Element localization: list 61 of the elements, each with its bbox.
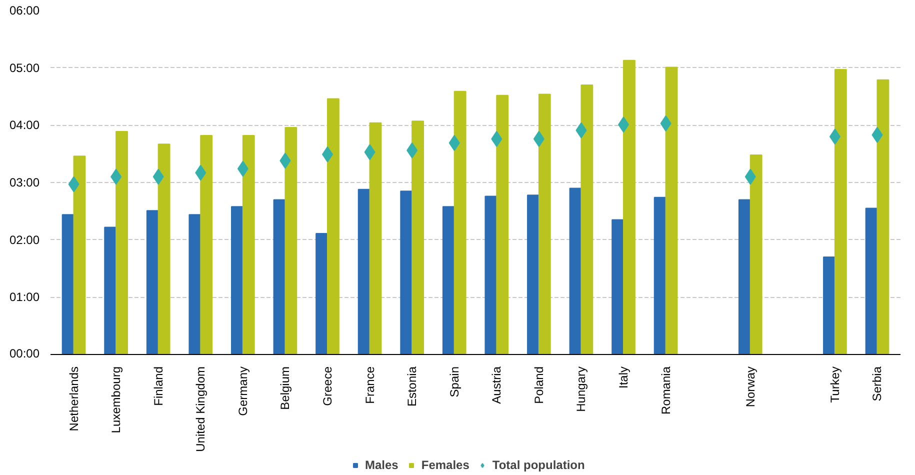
x-tick-label: Greece xyxy=(320,366,334,406)
bar xyxy=(284,126,298,354)
bar xyxy=(369,122,382,354)
legend-label: Males xyxy=(365,458,398,472)
bar xyxy=(158,144,170,354)
bar xyxy=(623,60,636,354)
x-tick-label: United Kingdom xyxy=(194,366,208,452)
x-tick-label: Italy xyxy=(616,366,631,389)
y-tick-label: 05:00 xyxy=(9,60,40,75)
bar xyxy=(580,84,594,354)
x-tick-label: Romania xyxy=(658,366,673,415)
x-tick-label: Finland xyxy=(151,366,166,406)
bar xyxy=(654,196,666,354)
bar xyxy=(200,134,213,354)
bar xyxy=(527,194,540,354)
bar xyxy=(612,219,624,354)
bar xyxy=(496,94,509,354)
bar xyxy=(326,98,340,354)
bar xyxy=(738,199,751,354)
bar xyxy=(73,156,86,354)
bar xyxy=(442,206,455,354)
bar xyxy=(454,90,466,354)
bar xyxy=(316,233,328,354)
y-tick-label: 03:00 xyxy=(9,176,40,190)
bar xyxy=(104,226,117,354)
bar xyxy=(750,154,762,354)
x-tick-label: Hungary xyxy=(574,366,588,412)
bar xyxy=(146,210,159,354)
y-tick-label: 02:00 xyxy=(9,232,40,247)
bar xyxy=(876,79,890,354)
legend-label: Total population xyxy=(492,458,585,472)
x-tick-label: Turkey xyxy=(828,366,842,403)
bar xyxy=(116,130,128,354)
y-tick-label: 00:00 xyxy=(9,346,40,360)
x-tick-label: Estonia xyxy=(405,366,420,407)
x-tick-label: Serbia xyxy=(870,366,884,402)
bar xyxy=(823,256,836,354)
x-tick-label: Belgium xyxy=(278,366,292,410)
y-tick-label: 06:00 xyxy=(9,4,40,18)
bar xyxy=(484,196,498,354)
y-tick-label: 04:00 xyxy=(9,118,40,132)
bar xyxy=(665,66,678,354)
bar xyxy=(412,120,424,354)
bar xyxy=(242,134,255,354)
x-tick-label: Netherlands xyxy=(66,366,81,432)
bar xyxy=(538,94,551,354)
bar xyxy=(188,214,202,354)
x-tick-label: France xyxy=(362,366,377,404)
legend-label: Females xyxy=(421,458,470,472)
x-tick-label: Poland xyxy=(532,366,546,404)
x-tick-label: Norway xyxy=(743,366,758,408)
y-tick-label: 01:00 xyxy=(9,290,40,304)
x-tick-label: Spain xyxy=(447,366,462,398)
bar xyxy=(230,206,244,354)
bar xyxy=(400,190,413,354)
bar xyxy=(358,188,370,354)
x-tick-label: Luxembourg xyxy=(109,366,124,434)
x-tick-label: Germany xyxy=(236,366,250,416)
bar xyxy=(62,214,74,354)
bar xyxy=(834,69,847,354)
x-tick-label: Austria xyxy=(490,366,504,404)
